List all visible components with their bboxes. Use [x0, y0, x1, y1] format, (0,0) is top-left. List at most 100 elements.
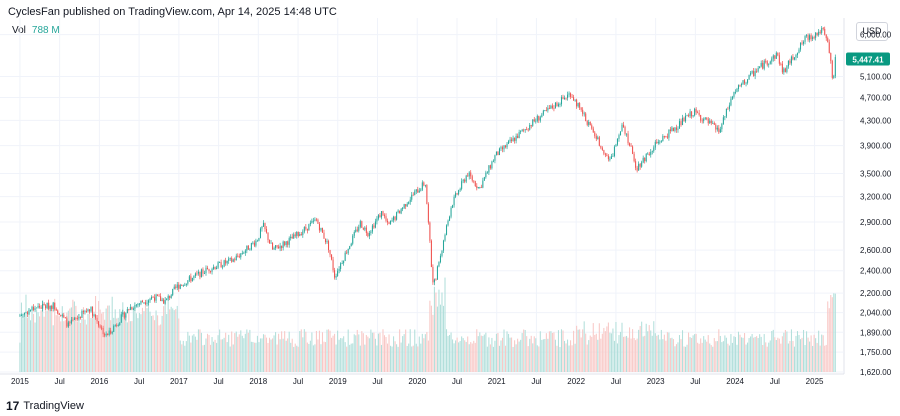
volume-bar: [327, 329, 330, 372]
candle-body: [551, 105, 553, 109]
volume-bar: [287, 338, 289, 372]
candle-body: [677, 128, 679, 130]
volume-bar: [663, 334, 665, 372]
volume-bar: [134, 309, 136, 372]
candle-body: [321, 227, 324, 233]
candle-body: [338, 269, 340, 271]
volume-bar: [530, 335, 532, 372]
volume-bar: [417, 346, 419, 372]
candle-body: [210, 271, 212, 272]
volume-bar: [69, 308, 71, 372]
candle-body: [799, 42, 802, 50]
candle-body: [361, 221, 363, 228]
volume-bar: [745, 344, 747, 372]
candle-body: [483, 177, 485, 181]
volume-bar: [512, 346, 514, 372]
candle-body: [318, 223, 320, 231]
volume-bar: [326, 329, 328, 372]
volume-bar: [709, 343, 711, 372]
candle-body: [191, 277, 193, 282]
candle-body: [488, 165, 490, 173]
volume-bar: [452, 339, 454, 372]
volume-bar: [76, 321, 78, 372]
volume-bar: [152, 315, 154, 372]
candle-body: [220, 262, 222, 268]
y-tick-label: 3,200.00: [860, 193, 892, 202]
volume-bar: [692, 335, 694, 372]
candle-body: [26, 312, 29, 315]
volume-bar: [223, 337, 225, 372]
candle-body: [544, 110, 546, 111]
volume-bar: [264, 334, 266, 372]
x-tick-label: Jul: [531, 377, 541, 386]
candle-body: [553, 108, 555, 109]
candle-body: [660, 141, 662, 143]
volume-bar: [297, 346, 299, 372]
y-tick-label: 6,000.00: [860, 31, 892, 40]
candle-body: [618, 135, 620, 139]
candle-body: [48, 302, 50, 309]
candle-body: [476, 185, 478, 189]
candle-body: [184, 284, 186, 286]
volume-bar: [439, 304, 442, 372]
volume-bar: [799, 339, 802, 372]
candle-body: [337, 270, 339, 277]
candle-body: [612, 156, 614, 157]
candle-body: [728, 105, 730, 109]
candle-body: [514, 137, 516, 141]
candle-body: [579, 103, 581, 108]
volume-bar: [588, 340, 590, 372]
candle-body: [240, 253, 242, 258]
volume-bar: [234, 333, 236, 372]
candle-body: [250, 243, 252, 250]
candle-body: [588, 121, 590, 125]
volume-bar: [252, 341, 254, 372]
volume-bar: [114, 309, 116, 372]
candle-body: [182, 285, 184, 287]
candle-body: [816, 32, 818, 35]
candle-body: [309, 222, 311, 225]
volume-bar: [467, 336, 469, 372]
volume-bar: [824, 345, 826, 372]
volume-bar: [163, 306, 165, 372]
volume-bar: [607, 322, 609, 372]
volume-bar: [464, 340, 466, 372]
volume-bar: [753, 337, 755, 372]
volume-bar: [816, 342, 818, 372]
candle-body: [445, 225, 448, 235]
candle-body: [541, 114, 543, 118]
candle-body: [249, 249, 251, 251]
volume-bar: [96, 320, 98, 372]
volume-bar: [123, 316, 125, 372]
candle-body: [414, 191, 416, 196]
candle-body: [353, 231, 355, 236]
candle-body: [486, 172, 488, 174]
candle-body: [128, 309, 130, 310]
volume-bar: [353, 334, 355, 372]
candle-body: [164, 299, 166, 304]
candle-body: [288, 238, 290, 245]
volume-bar: [624, 336, 626, 372]
candle-body: [759, 66, 761, 69]
candle-body: [557, 104, 559, 107]
volume-bar: [497, 333, 499, 372]
volume-bar: [831, 297, 833, 372]
candle-body: [223, 260, 225, 267]
candle-body: [267, 232, 269, 241]
candle-body: [84, 311, 86, 312]
volume-bar: [144, 302, 147, 372]
volume-bar: [689, 337, 691, 372]
currency-button[interactable]: USD: [856, 22, 888, 41]
volume-bar: [754, 336, 756, 372]
tradingview-brand[interactable]: 17 TradingView: [6, 399, 84, 413]
candle-body: [406, 203, 408, 207]
volume-bar: [314, 344, 316, 372]
volume-bar: [744, 333, 746, 372]
volume-bar: [340, 337, 342, 372]
volume-bar: [377, 333, 379, 372]
volume-bar: [293, 346, 295, 372]
volume-bar: [796, 331, 799, 372]
volume-bar: [551, 332, 553, 372]
candle-body: [255, 240, 257, 246]
